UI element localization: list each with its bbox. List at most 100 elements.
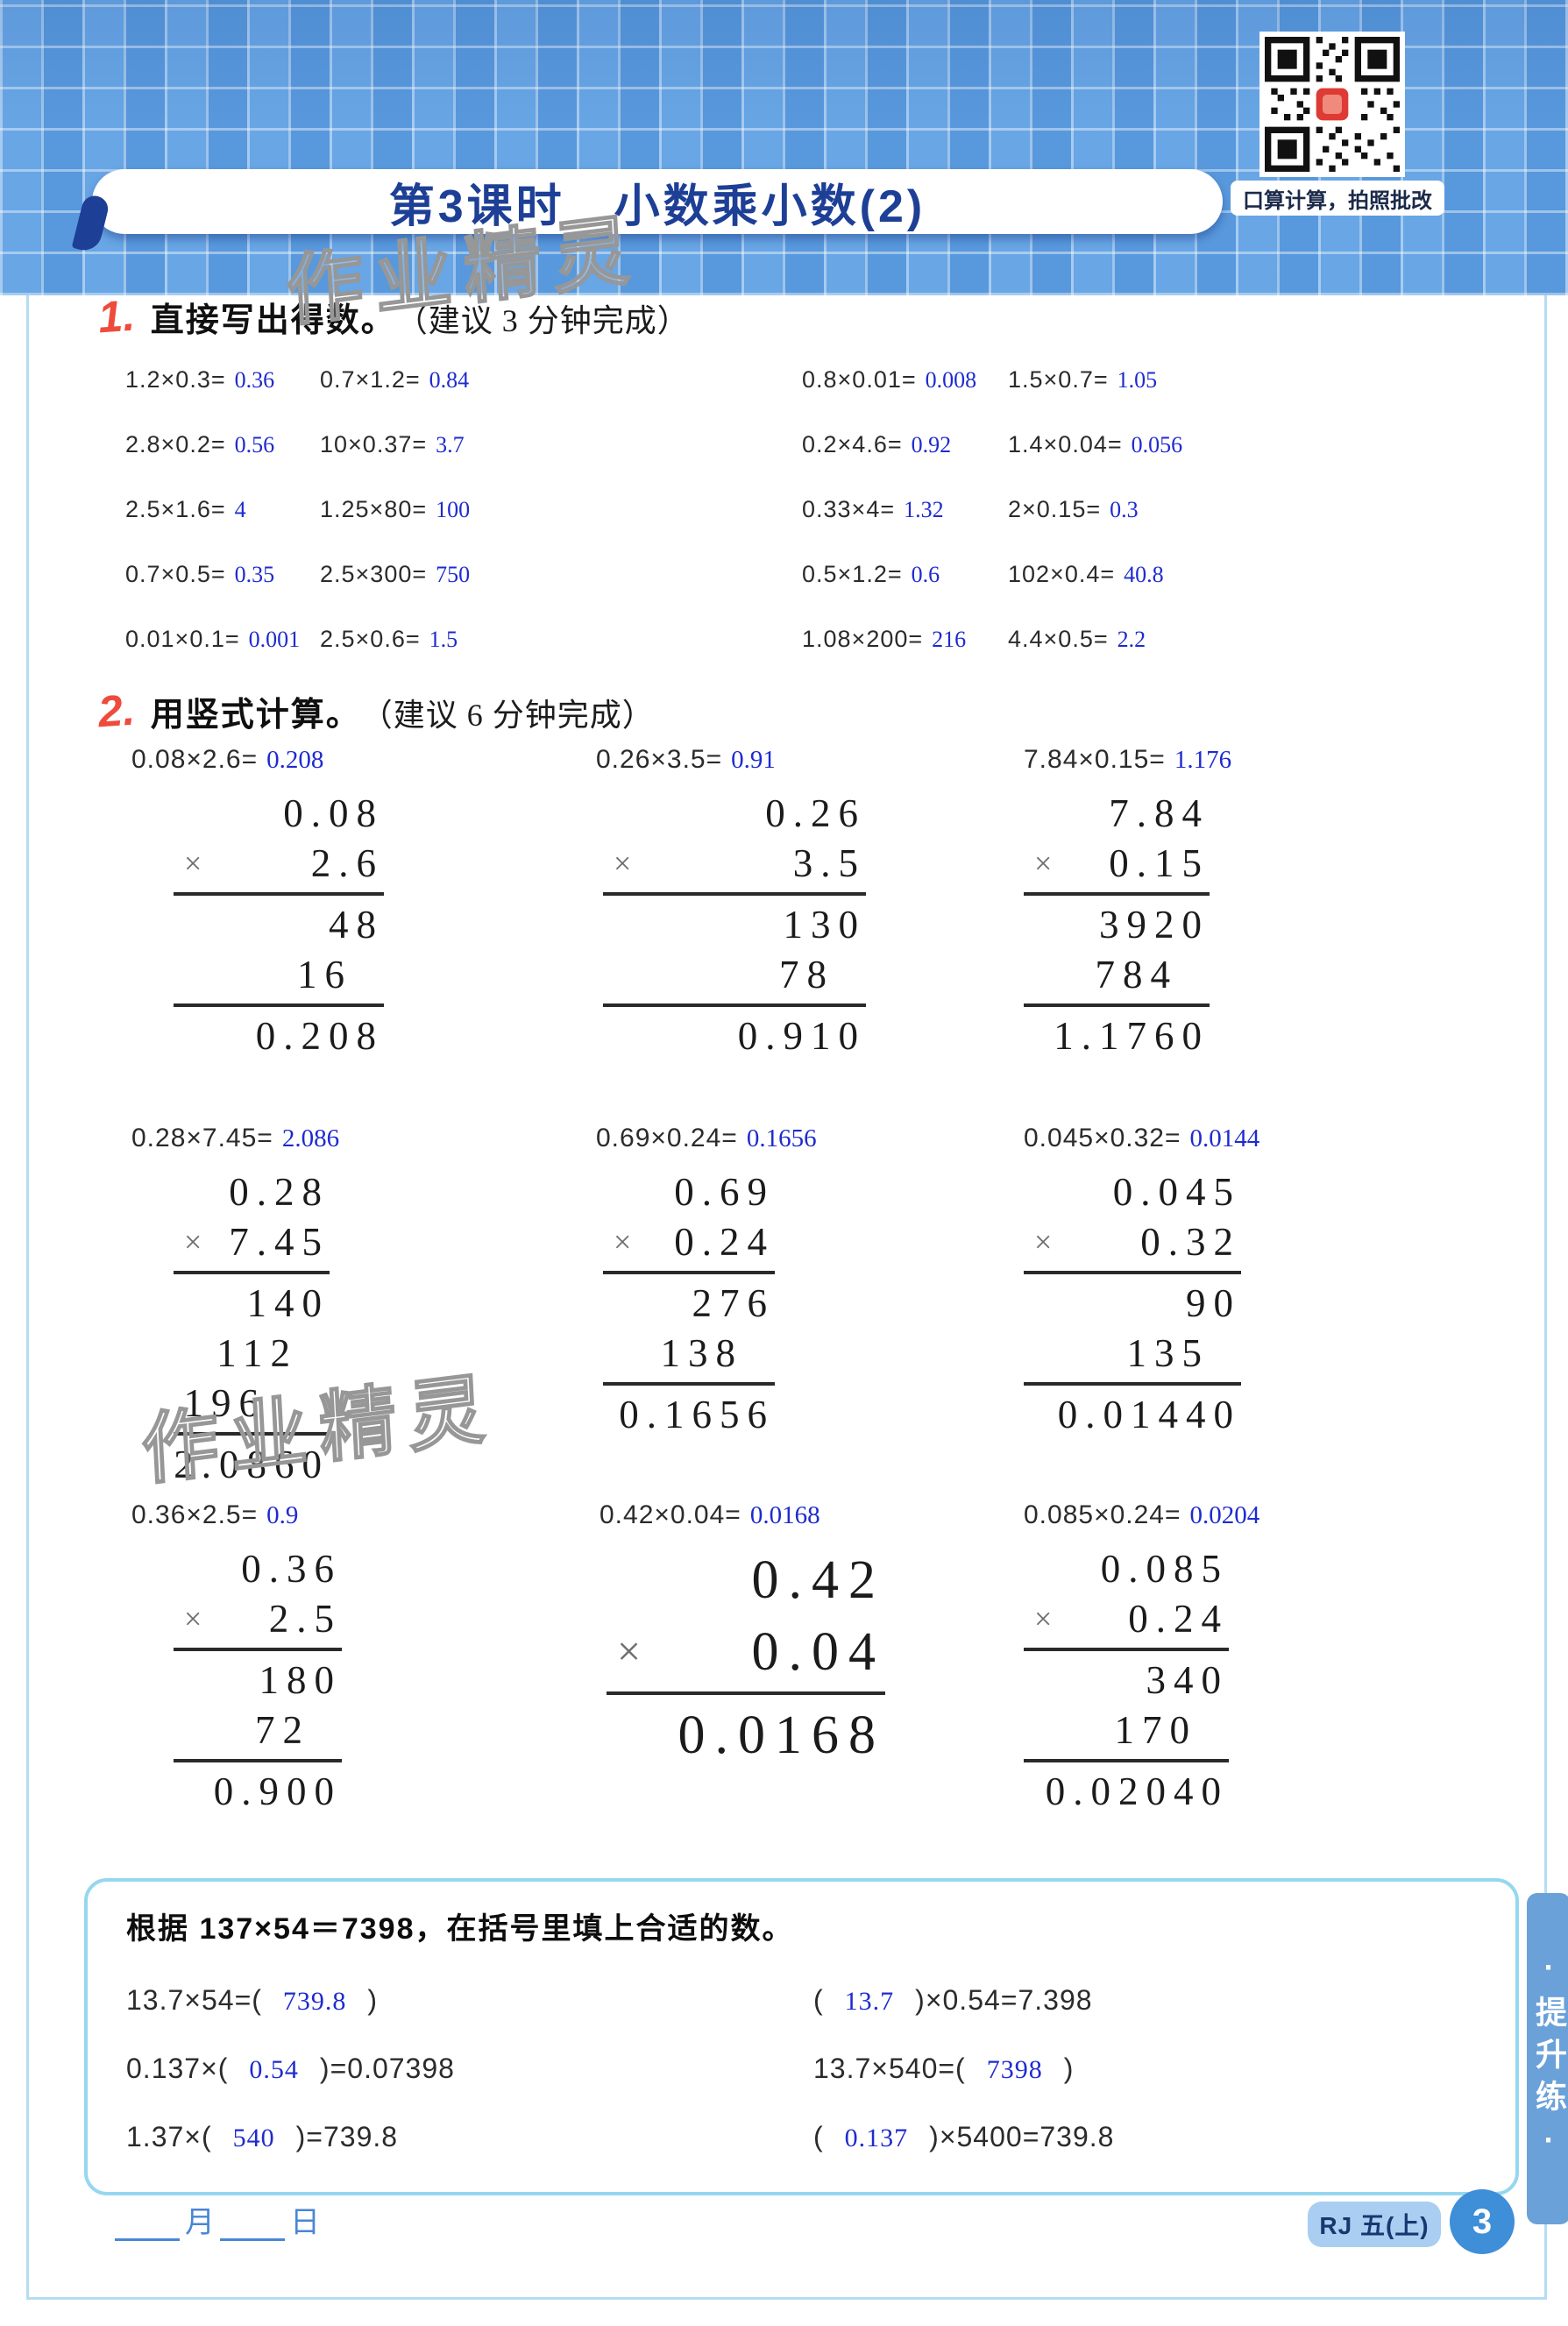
problem-expression: 2×0.15= — [1008, 495, 1102, 522]
problem-expression: 0.5×1.2= — [802, 560, 903, 587]
side-tab-level-badge: ·提升练· — [1527, 1893, 1568, 2224]
problem-expression: 0.36×2.5= — [131, 1500, 259, 1529]
multiplier: 2.5 — [268, 1597, 342, 1641]
vertical-work: 0.28 × 7.45 140 112 196 2.0860 — [174, 1167, 330, 1490]
fill-pre: 13.7×54=( — [126, 1983, 262, 2016]
oral-problem: 2.8×0.2= 0.56 — [125, 431, 320, 458]
vertical-work: 0.26 × 3.5 130 78 0.910 — [603, 789, 866, 1061]
partial-product: 135 — [1126, 1331, 1210, 1375]
fill-post: )×0.54=7.398 — [915, 1983, 1093, 2016]
oral-problem: 1.4×0.04= 0.056 — [1008, 431, 1376, 458]
partial-product: 276 — [692, 1281, 775, 1325]
page-title: 第3课时 小数乘小数(2) — [388, 181, 926, 232]
product-result: 0.208 — [255, 1014, 384, 1058]
problem-answer: 1.32 — [904, 496, 944, 522]
problem-answer: 0.001 — [248, 626, 301, 652]
partial-product: 16 — [297, 953, 352, 996]
problem-answer: 0.056 — [1131, 431, 1183, 457]
oral-problem: 2×0.15= 0.3 — [1008, 496, 1376, 523]
oral-problem: 1.2×0.3= 0.36 — [125, 366, 320, 394]
partial-product: 170 — [1114, 1708, 1197, 1752]
rule-line — [1024, 1382, 1241, 1386]
multiplier: 0.32 — [1140, 1220, 1241, 1264]
fill-pre: ( — [813, 2120, 824, 2152]
oral-problem: 0.01×0.1= 0.001 — [125, 626, 320, 653]
rule-line — [1024, 892, 1210, 896]
multiplier-row: × 7.45 — [174, 1217, 330, 1267]
problem-expression: 4.4×0.5= — [1008, 625, 1109, 652]
multiplier: 0.24 — [674, 1220, 775, 1264]
fill-pre: 0.137×( — [126, 2052, 229, 2084]
oral-problem: 2.5×0.6= 1.5 — [320, 626, 802, 653]
partial-product: 140 — [246, 1281, 330, 1325]
multiplicand: 0.42 — [751, 1550, 885, 1610]
product-result: 1.1760 — [1054, 1014, 1210, 1058]
calc-equation: 0.26×3.5= 0.91 — [596, 745, 866, 775]
partial-product: 112 — [216, 1331, 298, 1375]
rule-line — [1024, 1003, 1210, 1007]
calc-equation: 0.28×7.45= 2.086 — [131, 1124, 339, 1153]
vertical-calc-cell: 0.42×0.04= 0.0168 0.42 × 0.04 0.0168 — [600, 1500, 885, 1771]
problem-answer: 0.36 — [234, 366, 275, 393]
month-blank[interactable] — [115, 2205, 180, 2241]
problem-expression: 0.69×0.24= — [596, 1124, 738, 1152]
oral-problem: 4.4×0.5= 2.2 — [1008, 626, 1376, 653]
problem-answer: 0.0168 — [749, 1501, 820, 1529]
fill-blank-answer: 0.137 — [844, 2123, 909, 2152]
problem-expression: 0.8×0.01= — [802, 365, 917, 393]
partial-product: 130 — [783, 903, 866, 947]
oral-problem: 102×0.4= 40.8 — [1008, 561, 1376, 588]
calc-equation: 0.69×0.24= 0.1656 — [596, 1124, 817, 1153]
multiplier: 3.5 — [792, 841, 866, 885]
problem-expression: 2.5×300= — [320, 560, 428, 587]
partial-product: 784 — [1095, 953, 1178, 996]
calc-equation: 0.36×2.5= 0.9 — [131, 1500, 342, 1530]
problem-answer: 100 — [436, 496, 471, 522]
product-result: 0.01440 — [1057, 1393, 1241, 1436]
fill-item: 13.7×540=(7398) — [813, 2053, 1114, 2085]
side-tab-label: ·提升练· — [1531, 1949, 1567, 2168]
multiplicand: 0.36 — [241, 1547, 342, 1591]
multiplicand: 0.085 — [1100, 1547, 1229, 1591]
vertical-calc-cell: 0.045×0.32= 0.0144 0.045 × 0.32 90 135 0.0… — [1024, 1124, 1259, 1440]
day-blank[interactable] — [220, 2205, 285, 2241]
product-result: 0.0168 — [678, 1705, 885, 1765]
oral-problem: 0.33×4= 1.32 — [802, 496, 1008, 523]
vertical-calc-cell: 0.08×2.6= 0.208 0.08 × 2.6 48 16 0.208 — [131, 745, 384, 1061]
calc-equation: 0.42×0.04= 0.0168 — [600, 1500, 885, 1530]
section1-hint: （建议 3 分钟完成） — [395, 303, 690, 338]
product-result: 2.0860 — [174, 1443, 330, 1486]
fill-in-blanks-box: 根据 137×54＝7398，在括号里填上合适的数。 13.7×54=(739.… — [84, 1878, 1519, 2195]
product-result: 0.1656 — [619, 1393, 775, 1436]
problem-answer: 1.5 — [429, 626, 458, 652]
vertical-calc-cell: 7.84×0.15= 1.176 7.84 × 0.15 3920 784 1.17… — [1024, 745, 1231, 1061]
multiplicand: 0.28 — [229, 1170, 330, 1214]
section1-header: 1. 直接写出得数。 （建议 3 分钟完成） — [96, 290, 690, 343]
oral-problem: 0.7×1.2= 0.84 — [320, 366, 802, 394]
fill-blank-answer: 739.8 — [282, 1986, 347, 2016]
problem-answer: 0.84 — [429, 366, 470, 393]
section2-number: 2. — [96, 684, 137, 737]
multiplicand: 0.26 — [765, 791, 866, 835]
multiplicand: 7.84 — [1109, 791, 1210, 835]
partial-product: 340 — [1146, 1658, 1229, 1702]
problem-expression: 1.08×200= — [802, 625, 924, 652]
multiplier: 0.04 — [751, 1622, 885, 1682]
product-result: 0.900 — [213, 1769, 342, 1813]
fill-item: (13.7)×0.54=7.398 — [813, 1984, 1114, 2017]
problem-expression: 0.045×0.32= — [1024, 1124, 1181, 1152]
partial-product: 78 — [779, 953, 834, 996]
vertical-work: 0.08 × 2.6 48 16 0.208 — [174, 789, 384, 1061]
fill-blank-answer: 7398 — [986, 2054, 1043, 2084]
edition-badge: RJ 五(上) — [1308, 2202, 1441, 2247]
section2-header: 2. 用竖式计算。 （建议 6 分钟完成） — [96, 684, 655, 737]
rule-line — [1024, 1759, 1229, 1762]
oral-problems-grid: 1.2×0.3= 0.36 0.7×1.2= 0.84 0.8×0.01= 0.008… — [125, 347, 1376, 671]
fill-pre: 13.7×540=( — [813, 2052, 966, 2084]
section1-number: 1. — [96, 290, 137, 343]
problem-expression: 0.42×0.04= — [600, 1500, 741, 1529]
rule-line — [603, 1271, 775, 1274]
multiplier-row: × 3.5 — [603, 839, 866, 889]
vertical-work: 7.84 × 0.15 3920 784 1.1760 — [1024, 789, 1210, 1061]
vertical-calc-cell: 0.26×3.5= 0.91 0.26 × 3.5 130 78 0.910 — [596, 745, 866, 1061]
